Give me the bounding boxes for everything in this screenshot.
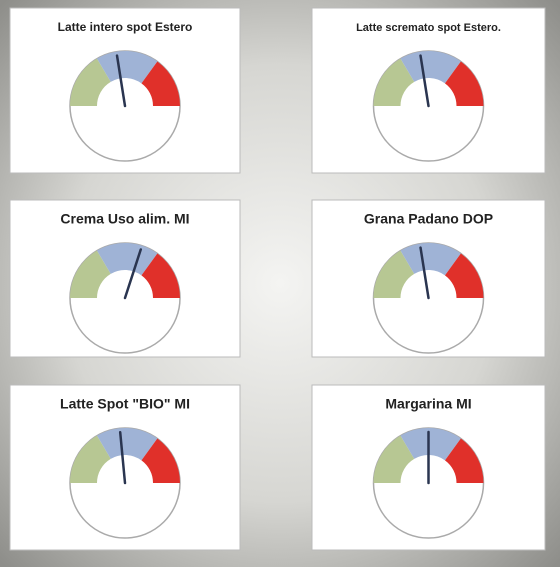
gauge-title: Grana Padano DOP [364, 211, 493, 227]
gauge-title: Latte intero spot Estero [58, 20, 193, 34]
gauge-band [400, 51, 461, 84]
gauge-title: Latte scremato spot Estero. [356, 22, 501, 34]
gauge-band [444, 61, 484, 106]
gauge-band [70, 58, 111, 106]
gauge-band [97, 427, 158, 461]
gauge-band [97, 243, 158, 276]
gauge-band [444, 438, 484, 483]
gauge-band [373, 250, 415, 298]
gauge-title: Margarina MI [385, 396, 471, 412]
gauge-band [444, 253, 484, 298]
gauge-needle [118, 430, 127, 485]
gauge-needle [419, 246, 430, 300]
gauge-band [70, 250, 111, 298]
gauge-band [141, 61, 180, 106]
gauge-needle [115, 54, 127, 108]
gauge-band [373, 435, 415, 483]
gauge-band [373, 58, 415, 106]
gauge-band [141, 253, 180, 298]
gauge-needle [419, 54, 430, 108]
gauge-band [141, 438, 180, 483]
gauge-title: Latte Spot "BIO" MI [60, 396, 190, 412]
gauge-band [70, 435, 111, 483]
gauge-band [400, 428, 461, 461]
gauge-band [400, 243, 461, 276]
gauge-title: Crema Uso alim. MI [60, 211, 189, 227]
gauge-needle [123, 248, 143, 300]
gauge-band [97, 50, 158, 84]
